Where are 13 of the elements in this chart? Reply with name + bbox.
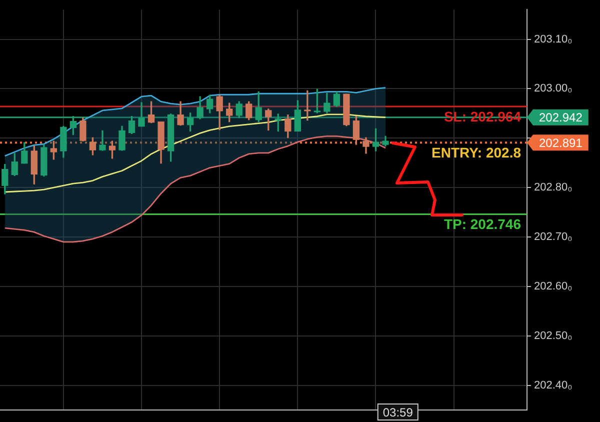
annotation: TP: 202.746 (444, 216, 522, 232)
ref-line-label: 202.891 (539, 136, 583, 150)
annotation: 03:59 (382, 405, 414, 420)
y-tick-label: 202.60₀ (534, 280, 572, 292)
y-tick-label: 202.70₀ (534, 231, 572, 244)
y-tick-label: 203.10₀ (534, 33, 572, 46)
candlestick (304, 90, 311, 121)
y-tick-label: 203.00₀ (534, 82, 572, 95)
y-tick-label: 202.40₀ (534, 379, 572, 392)
ref-line-label: 202.942 (539, 110, 583, 125)
annotation: ENTRY: 202.8 (432, 144, 522, 160)
y-tick-label: 202.80₀ (534, 182, 572, 194)
y-tick-label: 202.50₀ (534, 330, 572, 342)
